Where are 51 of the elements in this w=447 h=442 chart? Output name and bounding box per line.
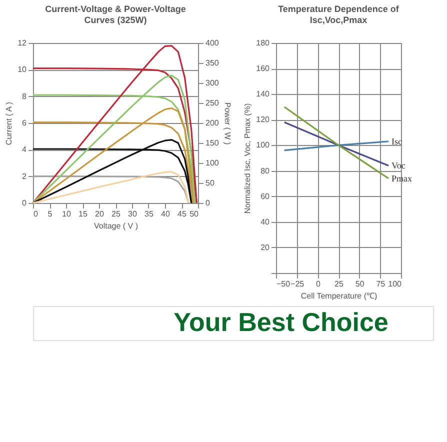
x-tick-label: 25 (334, 280, 344, 288)
x-tick-label: −50 (276, 280, 291, 288)
text: Your Best Choice (174, 307, 388, 337)
y-tick-label: 4 (22, 145, 28, 154)
x-axis-title: Cell Temperature (℃) (300, 292, 378, 300)
y2-tick-label: 300 (206, 78, 220, 88)
y-tick-label: 140 (256, 90, 270, 99)
y-axis-title: Current ( A ) (4, 102, 14, 146)
y-tick-label: 12 (18, 38, 28, 48)
y2-tick-label: 0 (206, 198, 210, 208)
x-tick-label: −25 (290, 280, 305, 288)
y-axis-title: Normalized Isc, Voc, Pmax (%) (243, 103, 252, 214)
y-tick-label: 20 (260, 242, 270, 252)
y-tick-label: 180 (256, 38, 270, 48)
x-tick-label: 10 (62, 210, 72, 218)
y-tick-label: 0 (22, 198, 28, 208)
y2-tick-label: 350 (206, 58, 220, 68)
y-tick-label: 6 (22, 118, 28, 128)
chart-title: Current-Voltage & Power-Voltage Curves (325W) (45, 4, 186, 25)
x-axis-title: Voltage ( V ) (94, 222, 138, 230)
y2-tick-label: 200 (206, 118, 220, 128)
chart-title: Temperature Dependence of Isc,Voc,Pmax (278, 4, 400, 25)
x-tick-label: 35 (144, 210, 154, 218)
x-tick-label: 5 (48, 210, 53, 218)
x-tick-label: 75 (376, 280, 386, 288)
y-tick-label: 60 (260, 192, 270, 201)
x-tick-label: 15 (78, 210, 88, 218)
y-tick-label: 2 (22, 172, 28, 181)
x-tick-label: 40 (161, 210, 170, 218)
y-tick-label: 8 (22, 92, 28, 101)
y2-tick-label: 150 (206, 138, 220, 148)
x-tick-label: 50 (190, 210, 200, 218)
x-tick-label: 0 (34, 210, 38, 218)
y-tick-label: 10 (18, 65, 28, 74)
y2-tick-label: 400 (206, 38, 220, 48)
y2-tick-label: 50 (206, 178, 215, 188)
x-tick-label: 0 (316, 280, 321, 288)
y2-tick-label: 250 (206, 98, 220, 108)
y-tick-label: 40 (260, 217, 270, 226)
y-tick-label: 100 (256, 140, 270, 150)
y-tick-label: 160 (256, 64, 270, 74)
x-tick-label: 50 (355, 280, 365, 288)
y-tick-label: 120 (256, 115, 270, 124)
x-tick-label: 25 (112, 210, 121, 218)
y2-axis-title: Power ( W ) (222, 102, 232, 145)
x-tick-label: 45 (178, 210, 187, 218)
y2-tick-label: 100 (206, 158, 220, 168)
y-tick-label: 80 (260, 166, 270, 176)
x-tick-label: 20 (95, 210, 104, 218)
x-tick-label: 30 (128, 210, 138, 218)
x-tick-label: 100 (388, 280, 402, 288)
